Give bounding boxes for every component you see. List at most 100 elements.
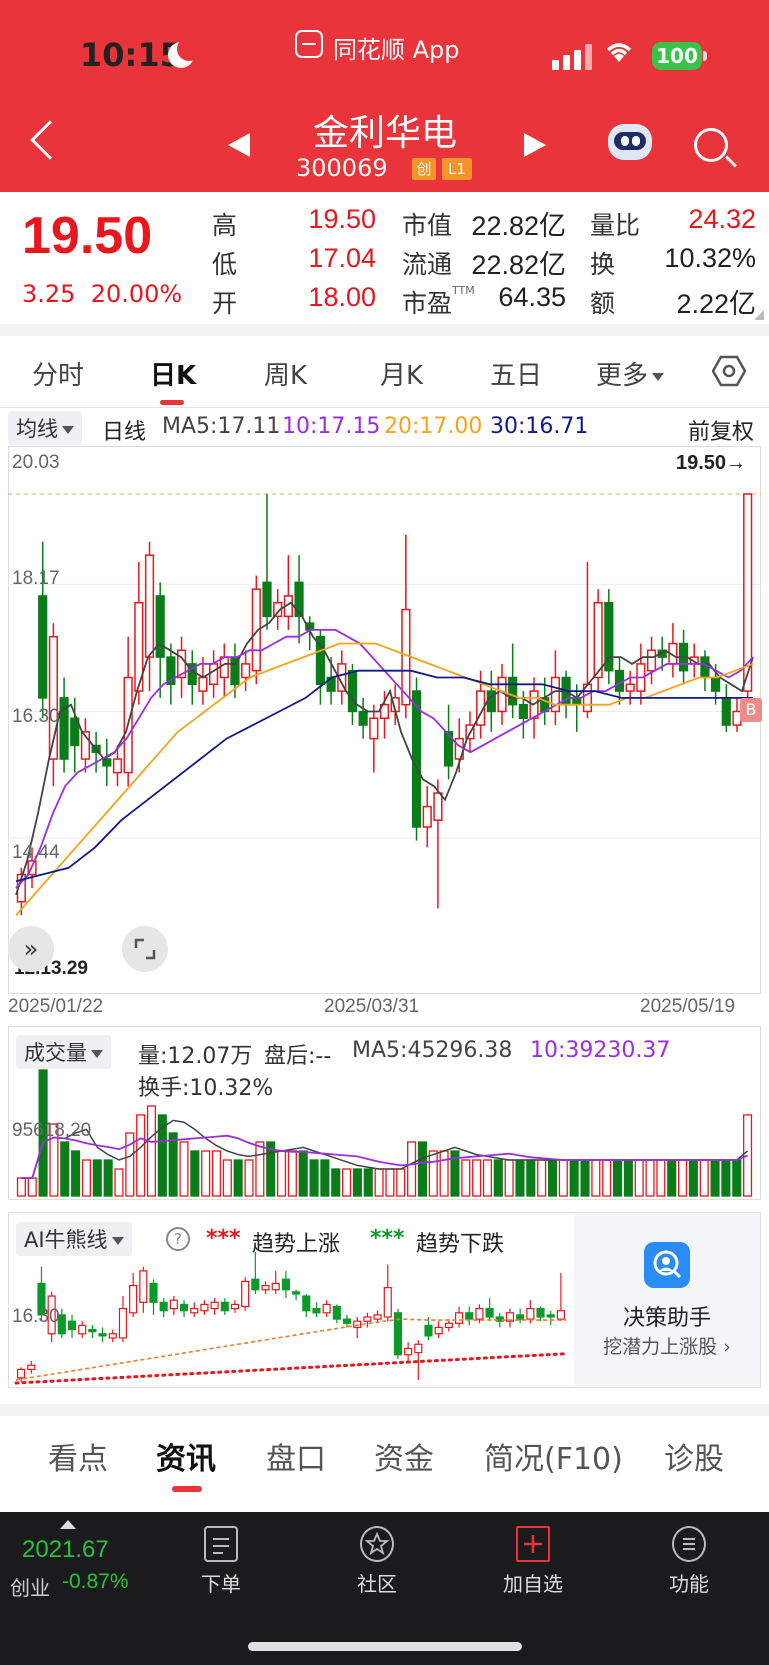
volume-bar [49,1123,59,1197]
ai-candle-body [27,1364,36,1371]
tab-fenshi[interactable]: 分时 [32,361,85,391]
volume-chart[interactable] [8,1026,761,1200]
app-icon [295,30,323,58]
expand-corner-icon[interactable] [754,310,764,320]
volume-bar [331,1168,341,1197]
ai-candle-body [37,1282,46,1316]
index-value[interactable]: 2021.67 [22,1536,109,1563]
decision-subtitle: 挖潜力上涨股 › [603,1336,731,1358]
order-icon[interactable] [204,1526,238,1562]
fullscreen-icon[interactable] [122,926,168,972]
ai-candle-body [190,1308,199,1314]
tab-news[interactable]: 资讯 [156,1442,216,1477]
volume-panel[interactable] [8,1026,761,1200]
functions-label[interactable]: 功能 [669,1572,709,1596]
ai-candle-body [332,1305,341,1320]
functions-icon[interactable] [672,1526,706,1562]
scroll-start-icon[interactable]: » [8,926,54,972]
x-tick-label: 2025/03/31 [324,996,420,1017]
add-watchlist-icon[interactable] [516,1526,550,1562]
volume-bar [710,1159,720,1197]
candle-body [102,758,112,767]
chevron-down-icon [111,1237,124,1245]
candle-body [646,649,657,672]
volume-value: 量:12.07万 [138,1044,253,1069]
ai-robot-icon[interactable] [608,124,652,160]
volume-bar [612,1159,623,1197]
volume-dropdown[interactable]: 成交量 [16,1035,111,1069]
tab-weekly-k[interactable]: 周K [264,361,308,391]
ai-candle-body [424,1324,433,1337]
stat-pe: 64.35 [498,282,566,312]
tab-five-day[interactable]: 五日 [490,361,543,391]
y-tick-label: 16.30 [12,1306,60,1327]
candle-body [700,656,710,679]
ai-candle-body [47,1295,56,1335]
after-hours: 盘后:-- [264,1044,332,1069]
prev-stock-icon[interactable] [228,133,250,157]
community-label[interactable]: 社区 [357,1572,397,1596]
ai-candle-body [179,1303,189,1312]
volume-ma5: MA5:45296.38 [352,1038,513,1063]
ai-bull-line [14,1352,568,1385]
y-tick-label: 14.44 [12,842,60,863]
turnover-rate: 换手:10.32% [138,1076,274,1101]
expand-up-icon[interactable] [60,1520,76,1529]
tab-more[interactable]: 更多 [596,355,665,392]
search-icon[interactable] [694,128,728,162]
tab-f10[interactable]: 简况(F10) [484,1442,623,1477]
tab-funds[interactable]: 资金 [374,1442,434,1477]
stat-low: 17.04 [308,243,376,273]
tab-diagnosis[interactable]: 诊股 [664,1442,724,1477]
index-change: -0.87% [62,1570,129,1593]
community-icon[interactable] [360,1526,394,1562]
next-stock-icon[interactable] [524,133,546,157]
ai-candle-body [241,1280,250,1308]
change-pct: 20.00% [90,280,183,308]
ai-candle-body [556,1310,565,1320]
ai-candle-body [444,1322,453,1329]
section-divider [0,1404,769,1416]
ma5-legend: MA5:17.11 [162,414,281,439]
ai-candle-body [67,1320,77,1331]
volume-bar [667,1159,677,1197]
tab-order-book[interactable]: 盘口 [266,1442,326,1477]
tab-highlights[interactable]: 看点 [48,1442,108,1477]
volume-bar [287,1150,297,1197]
volume-bar [602,1159,612,1197]
adjust-toggle[interactable]: 前复权 [688,420,755,445]
ai-dropdown[interactable]: AI牛熊线 [16,1222,132,1256]
ai-candle-body [139,1270,148,1303]
volume-bar [81,1159,92,1197]
tab-daily-k[interactable]: 日K [150,361,197,391]
ai-candle-body [342,1318,352,1324]
volume-bar [244,1159,254,1197]
candle-body [711,676,721,692]
kline-chart[interactable] [8,446,761,994]
buy-signal-marker[interactable]: B [740,698,762,722]
ai-candle-body [98,1333,107,1337]
ai-bull-bear-chart[interactable] [8,1212,574,1388]
volume-bar [537,1159,547,1197]
ai-panel[interactable] [8,1212,761,1388]
settings-hexagon-icon[interactable] [712,354,746,388]
ai-candle-body [281,1278,290,1291]
volume-bar [526,1159,536,1197]
help-icon[interactable]: ? [166,1227,190,1251]
moon-icon [168,37,201,68]
candle-body [625,683,635,692]
ai-candle-body [383,1287,392,1318]
candle-body [251,588,261,672]
ma30-legend: 30:16.71 [490,414,589,439]
volume-bar [201,1150,211,1197]
candle-body [112,758,123,774]
volume-dropdown-label: 成交量 [24,1041,87,1065]
battery-tip [703,51,707,61]
ma-dropdown[interactable]: 均线 [8,411,82,445]
ai-candle-body [546,1314,555,1318]
order-label[interactable]: 下单 [201,1572,241,1596]
ai-candle-body [220,1301,229,1312]
add-watchlist-label[interactable]: 加自选 [503,1572,563,1596]
tab-monthly-k[interactable]: 月K [380,361,424,391]
y-tick-label: 20.03 [12,452,60,473]
